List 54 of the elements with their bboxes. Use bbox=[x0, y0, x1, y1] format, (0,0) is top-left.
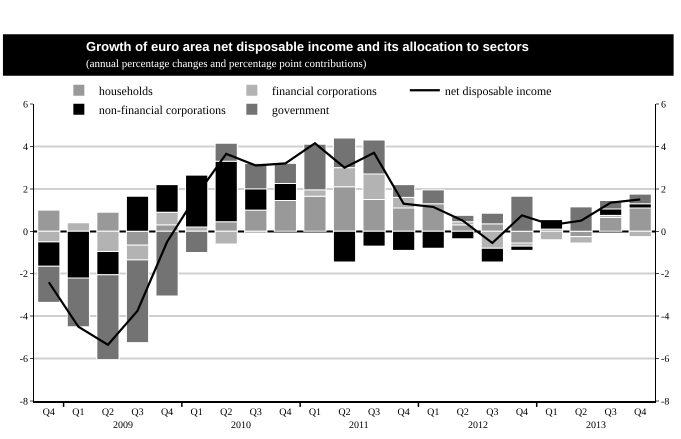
legend-label: government bbox=[272, 102, 330, 117]
x-tick-label: Q2 bbox=[574, 406, 588, 418]
text: 2010 bbox=[231, 420, 251, 431]
text: 2013 bbox=[586, 420, 606, 431]
x-tick-label: Q1 bbox=[308, 406, 322, 418]
y2-tick-label: -4 bbox=[661, 312, 670, 323]
y2-tick-label: -6 bbox=[661, 354, 670, 366]
x-tick-label: Q3 bbox=[368, 406, 380, 418]
bar bbox=[185, 174, 208, 228]
legend-label: households bbox=[98, 84, 154, 98]
text: 2009 bbox=[113, 420, 133, 431]
bar bbox=[569, 236, 593, 244]
legend-label: net disposable income bbox=[444, 84, 552, 98]
x-tick-label: Q4 bbox=[279, 406, 292, 418]
x-tick-label: Q4 bbox=[398, 406, 410, 418]
bar bbox=[185, 230, 208, 253]
chart-subtitle: (annual percentage changes and percentage point contributions) bbox=[86, 58, 367, 70]
y2-tick-label: 4 bbox=[661, 142, 666, 153]
x-tick-label: Q1 bbox=[545, 406, 558, 418]
text: 2012 bbox=[468, 420, 488, 431]
legend-label: financial corporations bbox=[272, 84, 378, 98]
y2-tick-label: 6 bbox=[661, 100, 666, 110]
y-tick-label: -8 bbox=[20, 396, 28, 408]
y-tick-label: -6 bbox=[20, 354, 28, 366]
y2-tick-label: -2 bbox=[661, 269, 670, 280]
x-tick-label: Q2 bbox=[338, 406, 351, 418]
y-tick-label: 2 bbox=[23, 184, 28, 196]
x-tick-label: Q2 bbox=[102, 406, 114, 418]
x-tick-label: Q1 bbox=[72, 406, 84, 418]
x-tick-label: Q4 bbox=[634, 406, 646, 418]
y-tick-label: -4 bbox=[20, 312, 28, 323]
x-tick-label: Q4 bbox=[160, 406, 174, 418]
x-tick-label: Q3 bbox=[486, 406, 498, 418]
y2-tick-label: 0 bbox=[661, 226, 666, 238]
x-tick-label: Q1 bbox=[190, 406, 203, 418]
x-tick-label: Q2 bbox=[220, 406, 232, 418]
legend-label: non-financial corporations bbox=[98, 102, 226, 117]
bar bbox=[510, 246, 534, 251]
y-tick-label: 4 bbox=[23, 142, 28, 153]
x-tick-label: Q3 bbox=[250, 406, 262, 418]
chart-title: Growth of euro area net disposable income and its allocation to sectors bbox=[86, 39, 529, 54]
x-tick-label: Q4 bbox=[516, 406, 528, 418]
x-tick-label: Q3 bbox=[604, 406, 617, 418]
x-tick-label: Q2 bbox=[456, 406, 469, 418]
y2-tick-label: -8 bbox=[661, 396, 670, 408]
x-tick-label: Q4 bbox=[42, 406, 55, 418]
y2-tick-label: 2 bbox=[661, 184, 666, 196]
y-tick-label: -2 bbox=[20, 269, 28, 280]
bar bbox=[599, 217, 622, 232]
text: 2011 bbox=[349, 420, 369, 431]
y-tick-label: 0 bbox=[23, 226, 28, 238]
x-tick-label: Q3 bbox=[131, 406, 144, 418]
y-tick-label: 6 bbox=[23, 100, 28, 110]
x-tick-label: Q1 bbox=[427, 406, 440, 418]
